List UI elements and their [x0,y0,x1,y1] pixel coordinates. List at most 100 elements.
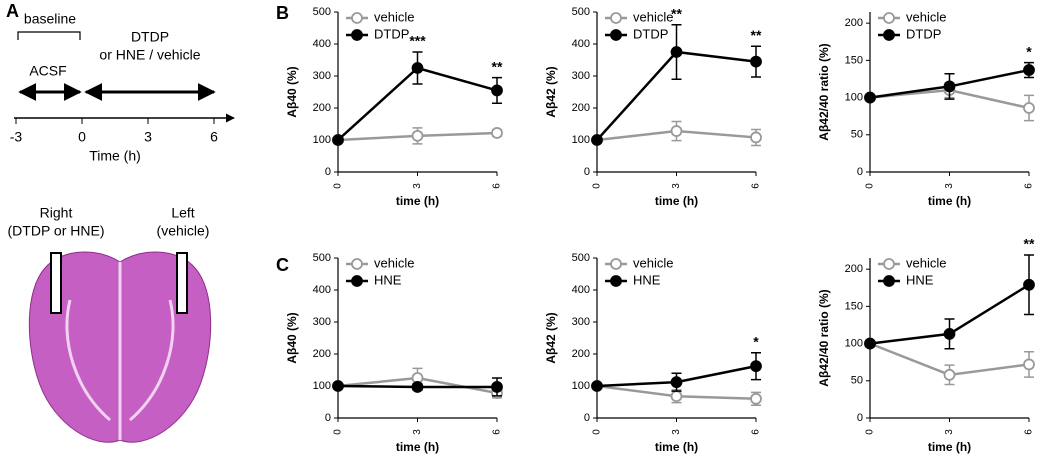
legend-label: vehicle [374,9,414,24]
point [670,376,683,389]
point [332,380,344,392]
chart: 0 100 200 300 400 500 0 3 6 time (h) Aβ42 (%) vehic… [544,6,762,209]
point [591,134,603,146]
y-tick-label: 0 [325,412,331,424]
legend-marker [883,12,895,24]
point [491,84,503,97]
legend-label: HNE [633,272,661,287]
phase-label: DTDP [131,29,169,45]
point [1023,102,1035,114]
point [591,380,603,392]
legend-marker [610,258,622,270]
significance: ** [671,6,682,22]
point [411,381,424,393]
point [491,127,503,139]
legend-marker [351,258,363,270]
y-tick-label: 300 [313,316,331,328]
y-tick-label: 200 [845,263,863,275]
y-tick-label: 50 [851,129,863,141]
label: (vehicle) [157,223,210,239]
x-tick-label: 3 [944,183,955,189]
significance: ** [492,58,503,74]
legend-marker [883,275,895,287]
y-tick-label: 100 [313,380,331,392]
y-axis-label: Aβ42 (%) [544,66,558,117]
point [750,131,762,144]
y-tick-label: 0 [325,166,331,178]
significance: ** [1024,236,1035,252]
legend-marker [610,275,622,287]
legend-label: vehicle [633,255,673,270]
y-tick-label: 300 [572,70,590,82]
x-tick-label: 6 [1024,429,1035,435]
x-tick-label: 0 [333,183,344,189]
y-tick-label: 100 [845,91,863,103]
y-tick-label: 100 [313,134,331,146]
point [670,46,683,58]
y-tick-label: 0 [857,166,863,178]
y-tick-label: 100 [845,337,863,349]
chart: 0 50 100 150 200 0 3 6 time (h) Aβ42/40 ratio (%)… [817,236,1035,454]
point [750,360,762,373]
x-tick-label: 3 [671,429,682,435]
point [943,328,956,340]
y-tick-label: 0 [584,412,590,424]
probe [50,252,62,314]
legend-label: DTDP [633,26,668,41]
legend-marker [883,29,895,41]
panel-label: B [276,3,289,23]
point [1023,64,1035,76]
y-tick-label: 400 [313,38,331,50]
label: (DTDP or HNE) [8,223,105,239]
legend-label: DTDP [906,26,941,41]
y-tick-label: 300 [572,316,590,328]
legend-label: HNE [906,272,934,287]
bracket [17,31,81,40]
y-tick-label: 0 [857,412,863,424]
chart: 0 50 100 150 200 0 3 6 time (h) Aβ42/40 ratio (%)… [817,9,1035,208]
significance: ** [751,27,762,43]
y-tick-label: 400 [313,284,331,296]
phase-label: ACSF [29,63,66,79]
y-axis-label: Aβ40 (%) [285,66,299,117]
significance: * [753,333,759,349]
y-tick-label: 150 [845,54,863,66]
point [670,390,683,403]
tick-label: 6 [210,129,218,145]
legend-label: vehicle [906,9,946,24]
point [670,125,683,137]
y-tick-label: 0 [584,166,590,178]
legend-label: HNE [374,272,402,287]
legend-marker [883,258,895,270]
legend-marker [351,29,363,41]
significance: * [1026,43,1032,59]
point [411,129,424,142]
y-axis-label: Aβ42 (%) [544,312,558,363]
y-tick-label: 100 [572,380,590,392]
y-tick-label: 200 [313,348,331,360]
x-tick-label: 6 [1024,183,1035,189]
phase-label: or HNE / vehicle [99,47,200,63]
y-tick-label: 400 [572,284,590,296]
x-tick-label: 3 [412,429,423,435]
panel-label: A [6,1,19,21]
label: Left [171,205,194,221]
y-tick-label: 500 [313,252,331,264]
y-tick-label: 200 [572,348,590,360]
label: Right [40,205,73,221]
legend-marker [610,12,622,24]
significance: *** [409,33,426,49]
panel-label: C [276,255,289,275]
point [943,80,956,93]
y-axis-label: Aβ42/40 ratio (%) [817,289,831,386]
x-axis-label: time (h) [655,194,698,208]
x-axis-label: time (h) [396,440,439,454]
brain-section: Right (DTDP or HNE) Left (vehicle) [8,205,212,443]
legend-label: vehicle [633,9,673,24]
tick-label: 0 [78,129,86,145]
tick-label: 3 [144,129,152,145]
y-axis-label: Aβ42/40 ratio (%) [817,43,831,140]
y-tick-label: 500 [572,6,590,18]
y-tick-label: 300 [313,70,331,82]
axis-label: Time (h) [89,148,141,164]
